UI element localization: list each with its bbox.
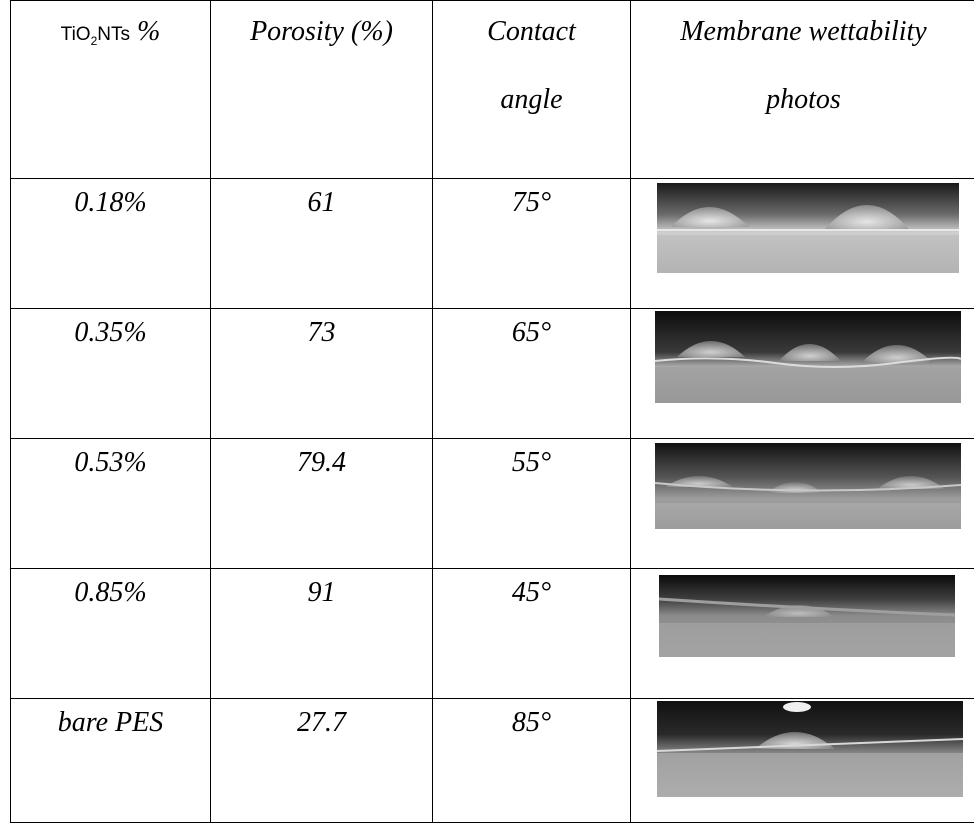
header-porosity: Porosity (%) (211, 1, 433, 179)
header-wettability-photos: Membrane wettability photos (631, 1, 974, 179)
cell-content: bare PES (11, 699, 211, 823)
cell-photo (631, 569, 974, 699)
cell-porosity: 73 (211, 309, 433, 439)
cell-content: 0.35% (11, 309, 211, 439)
cell-contact-angle: 45° (433, 569, 631, 699)
cell-porosity: 61 (211, 179, 433, 309)
header-tio2-content: TiO2NTs % (11, 1, 211, 179)
table-row: 0.18% 61 75° (11, 179, 974, 309)
cell-porosity: 27.7 (211, 699, 433, 823)
table-row: 0.53% 79.4 55° (11, 439, 974, 569)
cell-contact-angle: 85° (433, 699, 631, 823)
header-contact-angle: Contact angle (433, 1, 631, 179)
cell-contact-angle: 65° (433, 309, 631, 439)
table-row: bare PES 27.7 85° (11, 699, 974, 823)
water-droplet-photo-5 (657, 701, 963, 797)
header-row: TiO2NTs % Porosity (%) Contact angle Mem… (11, 1, 974, 179)
cell-photo (631, 179, 974, 309)
properties-table: TiO2NTs % Porosity (%) Contact angle Mem… (10, 0, 974, 823)
water-droplet-photo-2 (655, 311, 961, 403)
cell-content: 0.53% (11, 439, 211, 569)
cell-content: 0.85% (11, 569, 211, 699)
table-row: 0.85% 91 45° (11, 569, 974, 699)
cell-photo (631, 309, 974, 439)
cell-contact-angle: 55° (433, 439, 631, 569)
cell-contact-angle: 75° (433, 179, 631, 309)
water-droplet-photo-3 (655, 443, 961, 529)
cell-content: 0.18% (11, 179, 211, 309)
cell-photo (631, 439, 974, 569)
cell-porosity: 79.4 (211, 439, 433, 569)
table-row: 0.35% 73 65° (11, 309, 974, 439)
cell-photo (631, 699, 974, 823)
cell-porosity: 91 (211, 569, 433, 699)
water-droplet-photo-1 (657, 183, 959, 273)
water-droplet-photo-4 (659, 575, 955, 657)
